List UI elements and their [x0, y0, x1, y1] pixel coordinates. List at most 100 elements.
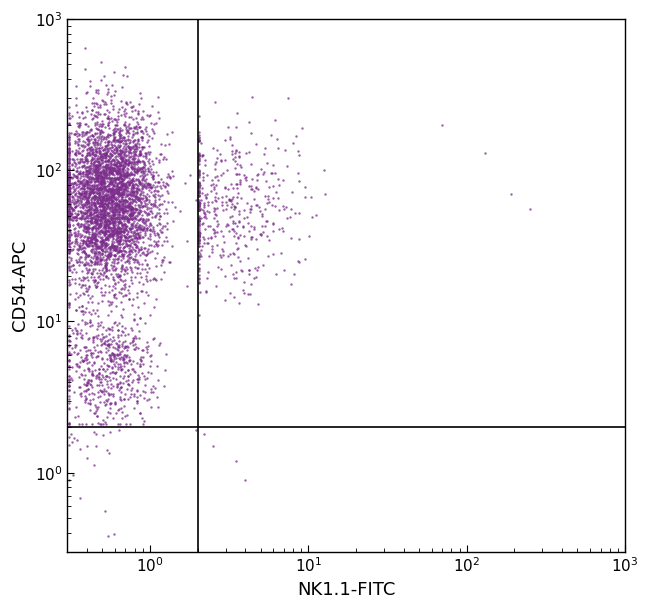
Point	[79, 206, 90, 215]
Point	[118, 186, 129, 196]
Point	[135, 326, 145, 336]
Point	[143, 163, 153, 173]
Point	[138, 168, 148, 178]
Point	[64, 381, 75, 390]
Point	[118, 212, 129, 222]
Point	[194, 270, 205, 279]
Point	[244, 265, 254, 274]
Point	[74, 303, 85, 312]
Point	[114, 184, 124, 194]
Point	[151, 260, 162, 270]
Point	[123, 158, 133, 168]
Point	[109, 136, 119, 146]
Point	[133, 209, 144, 219]
Point	[233, 232, 243, 242]
Point	[120, 168, 130, 178]
Point	[64, 182, 75, 192]
Point	[95, 219, 105, 229]
Point	[115, 223, 125, 233]
Point	[115, 167, 125, 176]
Point	[98, 194, 108, 204]
Point	[100, 229, 110, 239]
Point	[112, 382, 122, 392]
Point	[194, 232, 205, 242]
Point	[103, 120, 113, 130]
Point	[83, 134, 94, 144]
Point	[80, 214, 90, 223]
Point	[143, 214, 153, 223]
Point	[93, 403, 103, 412]
Point	[88, 305, 99, 315]
Point	[194, 229, 205, 239]
Point	[157, 255, 168, 265]
Point	[116, 226, 127, 236]
Point	[127, 208, 137, 218]
Point	[90, 232, 101, 242]
Point	[232, 244, 242, 254]
Point	[146, 368, 157, 378]
Point	[249, 185, 259, 195]
Point	[144, 351, 155, 361]
Point	[194, 216, 205, 226]
Point	[142, 204, 152, 214]
Point	[153, 229, 164, 239]
Point	[111, 199, 122, 209]
Point	[82, 453, 92, 463]
Point	[121, 290, 131, 300]
Point	[134, 143, 144, 152]
Point	[64, 201, 75, 210]
Point	[118, 206, 128, 215]
Point	[104, 165, 114, 174]
Point	[118, 304, 129, 314]
Point	[113, 342, 124, 351]
Point	[100, 242, 110, 252]
Point	[68, 156, 79, 165]
Point	[194, 168, 205, 178]
Point	[116, 262, 127, 272]
Point	[238, 223, 248, 232]
Point	[194, 220, 205, 230]
Point	[64, 221, 75, 231]
Point	[125, 170, 135, 180]
Point	[116, 145, 127, 155]
Point	[136, 132, 146, 142]
Point	[86, 382, 97, 392]
Point	[86, 134, 96, 144]
Point	[77, 240, 87, 250]
Point	[100, 162, 110, 172]
Point	[153, 170, 163, 180]
Point	[64, 298, 75, 308]
Point	[79, 178, 90, 187]
Point	[103, 156, 114, 166]
Point	[98, 198, 109, 208]
Point	[123, 226, 133, 235]
Point	[70, 150, 81, 160]
Point	[75, 168, 86, 178]
Point	[64, 239, 75, 249]
Point	[141, 181, 151, 191]
Point	[96, 242, 106, 251]
Point	[118, 152, 129, 162]
Point	[94, 201, 104, 211]
Point	[64, 208, 75, 218]
Point	[86, 203, 96, 213]
Point	[151, 228, 162, 237]
Point	[128, 209, 138, 218]
Point	[141, 276, 151, 286]
Point	[137, 221, 148, 231]
Point	[127, 184, 137, 194]
Point	[244, 289, 255, 298]
Point	[79, 186, 89, 196]
Point	[74, 241, 85, 251]
Point	[96, 129, 106, 138]
Point	[86, 217, 96, 227]
Point	[211, 216, 222, 226]
Point	[96, 154, 106, 164]
Point	[197, 183, 207, 193]
Point	[131, 193, 142, 203]
Point	[90, 176, 101, 186]
Point	[95, 226, 105, 235]
Point	[72, 257, 83, 267]
Point	[104, 165, 114, 175]
Point	[66, 183, 76, 193]
